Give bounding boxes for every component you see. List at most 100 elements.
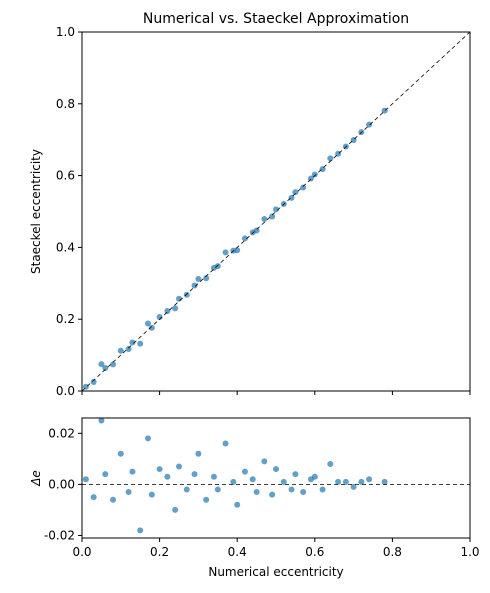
point bbox=[195, 275, 202, 282]
point bbox=[234, 247, 241, 254]
point bbox=[273, 206, 279, 213]
point bbox=[110, 496, 117, 503]
point bbox=[269, 213, 276, 220]
x-tick-label: 0.8 bbox=[383, 545, 402, 559]
point bbox=[234, 501, 241, 508]
point bbox=[300, 184, 307, 191]
point bbox=[261, 216, 268, 223]
point bbox=[102, 471, 109, 478]
point bbox=[117, 347, 124, 354]
point bbox=[261, 458, 268, 465]
point bbox=[191, 282, 198, 289]
point bbox=[98, 417, 105, 424]
y-tick-label: 0.00 bbox=[48, 477, 75, 491]
point bbox=[90, 494, 97, 501]
point bbox=[350, 483, 357, 490]
point bbox=[176, 295, 182, 302]
axes-frame bbox=[81, 417, 471, 539]
point bbox=[366, 121, 373, 128]
point bbox=[144, 320, 151, 327]
point bbox=[164, 307, 171, 314]
point bbox=[366, 476, 373, 483]
point bbox=[230, 478, 237, 485]
point bbox=[249, 476, 256, 483]
point bbox=[137, 527, 144, 534]
point bbox=[98, 361, 105, 368]
point bbox=[273, 466, 279, 473]
point bbox=[172, 506, 179, 513]
point bbox=[288, 194, 295, 201]
y-tick-label: 0.4 bbox=[56, 240, 75, 254]
point bbox=[156, 314, 163, 321]
point bbox=[164, 473, 171, 480]
point bbox=[311, 171, 318, 178]
y-axis-label: Δe bbox=[29, 470, 43, 487]
point bbox=[307, 175, 314, 182]
point bbox=[327, 155, 334, 162]
point bbox=[172, 305, 179, 312]
point bbox=[102, 365, 109, 372]
point bbox=[137, 340, 144, 347]
point bbox=[129, 339, 136, 346]
x-tick-label: 0.4 bbox=[228, 545, 247, 559]
point bbox=[144, 435, 151, 442]
point bbox=[110, 361, 117, 368]
point bbox=[125, 489, 132, 496]
point bbox=[327, 460, 334, 467]
point bbox=[241, 468, 248, 475]
x-tick-label: 0.2 bbox=[150, 545, 169, 559]
point bbox=[82, 476, 89, 483]
x-tick-label: 0.0 bbox=[72, 545, 91, 559]
point bbox=[129, 468, 136, 475]
point bbox=[125, 345, 132, 352]
y-axis-label: Staeckel eccentricity bbox=[29, 149, 43, 274]
point bbox=[253, 489, 260, 496]
point bbox=[222, 440, 229, 447]
point bbox=[183, 291, 190, 298]
point bbox=[300, 489, 307, 496]
point bbox=[319, 166, 326, 173]
y-tick-label: 0.2 bbox=[56, 312, 75, 326]
point bbox=[241, 235, 248, 242]
point bbox=[191, 471, 198, 478]
point bbox=[176, 463, 182, 470]
point bbox=[183, 486, 190, 493]
point bbox=[381, 478, 388, 485]
point bbox=[156, 466, 163, 473]
x-axis-label: Numerical eccentricity bbox=[208, 565, 343, 579]
point bbox=[253, 227, 260, 234]
y-tick-label: -0.02 bbox=[44, 528, 75, 542]
point bbox=[288, 486, 295, 493]
point bbox=[311, 473, 318, 480]
point bbox=[269, 491, 276, 498]
point bbox=[358, 478, 365, 485]
y-tick-label: 1.0 bbox=[56, 25, 75, 39]
point bbox=[82, 383, 89, 390]
point bbox=[292, 189, 299, 196]
point bbox=[342, 478, 349, 485]
y-tick-label: 0.8 bbox=[56, 97, 75, 111]
point bbox=[117, 450, 124, 457]
chart-title: Numerical vs. Staeckel Approximation bbox=[143, 11, 409, 27]
y-tick-label: 0.0 bbox=[56, 384, 75, 398]
point bbox=[148, 324, 155, 331]
point bbox=[148, 491, 155, 498]
point bbox=[210, 473, 217, 480]
x-tick-label: 1.0 bbox=[460, 545, 479, 559]
point bbox=[292, 471, 299, 478]
point bbox=[319, 486, 326, 493]
point bbox=[90, 379, 97, 386]
axes-frame bbox=[81, 31, 471, 392]
point bbox=[203, 275, 210, 282]
point bbox=[335, 478, 342, 485]
point bbox=[195, 450, 202, 457]
y-tick-label: 0.02 bbox=[48, 426, 75, 440]
point bbox=[214, 486, 221, 493]
point bbox=[203, 496, 210, 503]
x-tick-label: 0.6 bbox=[305, 545, 324, 559]
point bbox=[280, 478, 287, 485]
point bbox=[214, 263, 221, 270]
y-tick-label: 0.6 bbox=[56, 169, 75, 183]
